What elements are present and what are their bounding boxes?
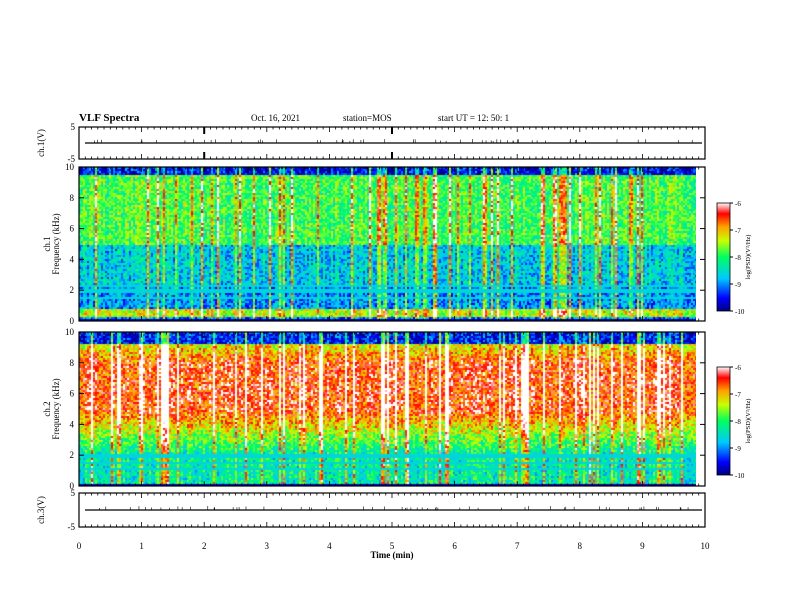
x-tick-label: 5 — [390, 541, 395, 551]
x-tick-label: 8 — [578, 541, 583, 551]
x-tick-label: 10 — [701, 541, 711, 551]
y-tick-label: 4 — [70, 419, 75, 429]
y-tick-label: 10 — [65, 162, 75, 172]
y-axis-label: ch.3(V) — [36, 496, 46, 524]
y-tick-label: 8 — [70, 358, 75, 368]
y-axis-label-channel: ch.1 — [42, 236, 52, 251]
colorbar-tick-label: -10 — [735, 308, 745, 316]
x-tick-label: 4 — [327, 541, 332, 551]
colorbar-tick-label: -6 — [735, 200, 741, 208]
colorbar-tick-label: -8 — [735, 254, 741, 262]
y-tick-label: 5 — [71, 488, 76, 498]
colorbar-tick-label: -9 — [735, 445, 741, 453]
start-time-label: start UT = 12: 50: 1 — [438, 113, 510, 123]
colorbar-tick-label: -10 — [735, 472, 745, 480]
x-tick-label: 0 — [77, 541, 82, 551]
y-tick-label: 6 — [70, 389, 75, 399]
y-tick-label: 6 — [70, 224, 75, 234]
y-axis-label: ch.1(V) — [36, 129, 46, 157]
y-tick-label: 4 — [70, 254, 75, 264]
x-tick-label: 9 — [640, 541, 645, 551]
y-tick-label: 2 — [70, 450, 75, 460]
y-axis-label-channel: ch.2 — [42, 401, 52, 416]
y-tick-label: -5 — [68, 522, 76, 532]
y-tick-label: 0 — [70, 316, 75, 326]
x-axis-label: Time (min) — [370, 550, 413, 560]
colorbar-ch1 — [716, 202, 731, 312]
y-axis-label-frequency: Frequency (kHz) — [51, 378, 61, 439]
chart-title: VLF Spectra — [79, 112, 140, 124]
x-tick-label: 1 — [139, 541, 144, 551]
x-tick-label: 6 — [452, 541, 457, 551]
x-tick-label: 2 — [202, 541, 207, 551]
colorbar-tick-label: -6 — [735, 364, 741, 372]
y-axis-label-frequency: Frequency (kHz) — [51, 213, 61, 274]
colorbar-label: log(PSD)(V²/Hz) — [745, 399, 752, 444]
x-tick-label: 3 — [265, 541, 270, 551]
y-tick-label: -5 — [68, 154, 76, 164]
colorbar-ch2 — [716, 366, 731, 476]
colorbar-tick-label: -9 — [735, 281, 741, 289]
colorbar-label: log(PSD)(V²/Hz) — [745, 235, 752, 280]
y-tick-label: 8 — [70, 193, 75, 203]
colorbar-tick-label: -7 — [735, 391, 741, 399]
y-tick-label: 10 — [65, 327, 75, 337]
y-tick-label: 0 — [70, 481, 75, 491]
x-tick-label: 7 — [515, 541, 520, 551]
spectrogram-ch1 — [79, 167, 696, 321]
date-label: Oct. 16, 2021 — [251, 113, 300, 123]
y-tick-label: 2 — [70, 285, 75, 295]
colorbar-tick-label: -8 — [735, 418, 741, 426]
station-label: station=MOS — [343, 113, 392, 123]
colorbar-tick-label: -7 — [735, 227, 741, 235]
spectrogram-ch2 — [79, 332, 696, 486]
y-tick-label: 5 — [71, 122, 76, 132]
